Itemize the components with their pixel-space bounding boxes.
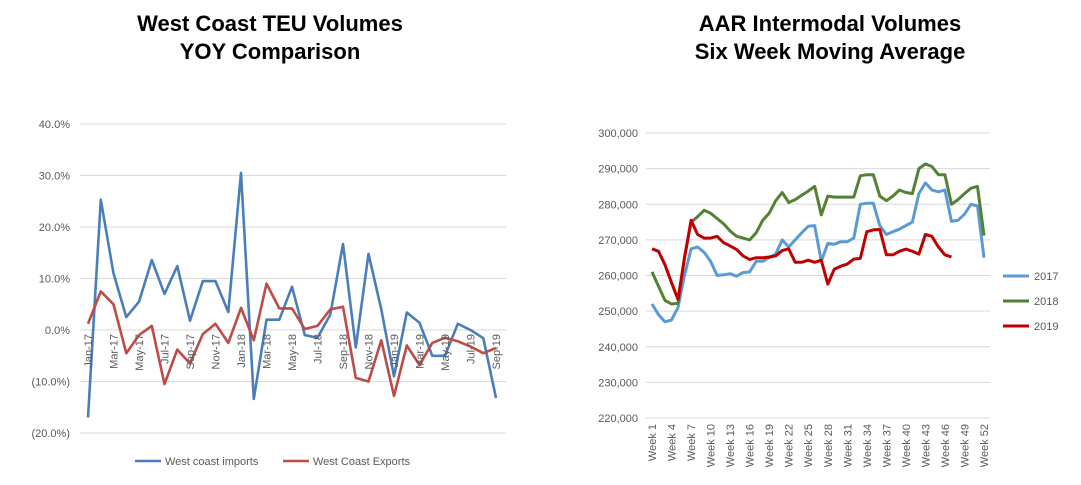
left-chart-title-line-2: YOY Comparison (179, 39, 361, 64)
left-legend-imports-label: West coast imports (165, 456, 259, 468)
right-x-tick-label: Week 37 (881, 424, 893, 467)
left-x-tick-label: Jan-17 (83, 334, 95, 368)
right-y-tick-label: 290,000 (598, 164, 638, 176)
left-x-tick-label: Nov-18 (364, 334, 376, 369)
left-chart-title-line-1: West Coast TEU Volumes (137, 11, 403, 36)
left-x-tick-label: Jul-19 (466, 334, 478, 364)
left-y-tick-label: (10.0%) (31, 377, 70, 389)
left-x-tick-label: Sep-18 (338, 334, 350, 369)
right-legend-2018-label: 2018 (1034, 296, 1058, 308)
right-legend-2019-label: 2019 (1034, 321, 1058, 333)
right-x-tick-label: Week 7 (686, 424, 698, 461)
left-series-imports-line (86, 171, 498, 418)
right-x-tick-label: Week 10 (706, 424, 718, 467)
right-legend-2017-label: 2017 (1034, 271, 1058, 283)
left-y-tick-label: 0.0% (45, 325, 70, 337)
right-series-2019-line (651, 218, 952, 301)
right-x-tick-label: Week 52 (979, 424, 991, 467)
left-x-tick-label: Mar-17 (109, 334, 121, 369)
left-x-tick-label: May-18 (287, 334, 299, 371)
right-x-tick-label: Week 1 (647, 424, 659, 461)
left-x-tick-label: Jan-18 (236, 334, 248, 368)
right-y-tick-label: 250,000 (598, 306, 638, 318)
left-x-tick-label: Jan-19 (389, 334, 401, 368)
left-y-tick-label: (20.0%) (31, 428, 70, 440)
left-x-tick-label: Sep-17 (185, 334, 197, 369)
left-series-exports-line (86, 282, 497, 398)
right-y-tick-label: 300,000 (598, 128, 638, 140)
right-y-tick-label: 240,000 (598, 342, 638, 354)
left-y-tick-label: 30.0% (39, 171, 70, 183)
right-series-2018-line (650, 162, 986, 306)
left-x-tick-label: Jul-18 (313, 334, 325, 364)
left-y-tick-label: 10.0% (39, 274, 70, 286)
left-x-tick-label: Nov-17 (211, 334, 223, 369)
left-chart-title: West Coast TEU Volumes YOY Comparison (60, 10, 480, 66)
right-chart-title-line-2: Six Week Moving Average (694, 39, 966, 64)
right-x-tick-label: Week 40 (901, 424, 913, 467)
left-legend-exports-label: West Coast Exports (313, 456, 410, 468)
right-chart-title: AAR Intermodal Volumes Six Week Moving A… (620, 10, 1040, 66)
right-chart-title-line-1: AAR Intermodal Volumes (698, 11, 962, 36)
left-x-tick-label: Jul-17 (160, 334, 172, 364)
right-y-tick-label: 260,000 (598, 271, 638, 283)
left-y-tick-label: 40.0% (39, 119, 70, 131)
right-x-tick-label: Week 43 (920, 424, 932, 467)
left-x-tick-label: Sep-19 (491, 334, 503, 369)
right-x-tick-label: Week 49 (959, 424, 971, 467)
right-x-tick-label: Week 13 (725, 424, 737, 467)
right-x-tick-label: Week 34 (862, 424, 874, 467)
right-y-tick-label: 230,000 (598, 377, 638, 389)
right-x-tick-label: Week 19 (764, 424, 776, 467)
right-y-tick-label: 220,000 (598, 413, 638, 425)
left-x-tick-label: Mar-18 (262, 334, 274, 369)
right-y-tick-label: 270,000 (598, 235, 638, 247)
right-x-tick-label: Week 31 (842, 424, 854, 467)
right-series-2017-line (650, 181, 986, 324)
right-x-tick-label: Week 16 (745, 424, 757, 467)
right-x-tick-label: Week 25 (803, 424, 815, 467)
right-x-tick-label: Week 46 (940, 424, 952, 467)
left-x-tick-label: May-17 (134, 334, 146, 371)
right-x-tick-label: Week 28 (823, 424, 835, 467)
right-x-tick-label: Week 22 (784, 424, 796, 467)
left-y-tick-label: 20.0% (39, 222, 70, 234)
left-x-tick-label: May-19 (440, 334, 452, 371)
right-y-tick-label: 280,000 (598, 199, 638, 211)
left-x-tick-label: Mar-19 (415, 334, 427, 369)
right-x-tick-label: Week 4 (667, 424, 679, 461)
